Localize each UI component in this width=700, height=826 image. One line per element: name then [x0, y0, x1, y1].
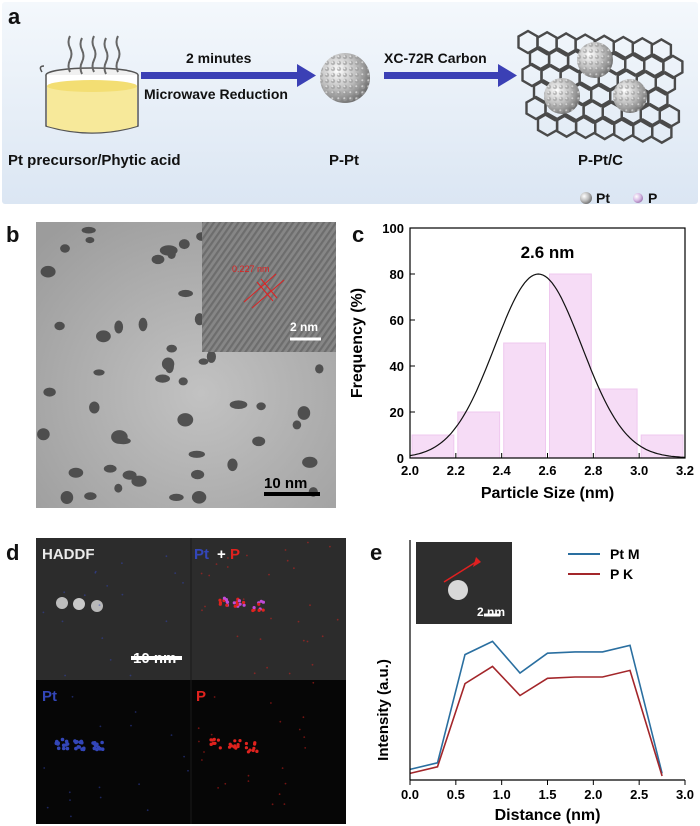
x-tick-label: 2.8: [584, 463, 602, 478]
series-line-p-k: [409, 665, 663, 777]
particle-icon: [448, 580, 468, 600]
x-axis-title: Particle Size (nm): [481, 485, 614, 502]
p-pt-label: P-Pt: [329, 152, 359, 169]
histogram-bar: [411, 434, 455, 459]
legend-p-label: P: [648, 190, 658, 206]
panel-a-schematic: [39, 29, 684, 204]
histogram-bar: [594, 388, 638, 459]
lattice-spacing-label: 0.227 nm: [232, 264, 270, 274]
x-axis-title: Distance (nm): [495, 807, 601, 824]
x-tick-label: 2.0: [401, 463, 419, 478]
panel-c-label: c: [352, 222, 365, 247]
p-pt-nanoparticle-icon: [320, 53, 370, 103]
x-tick-label: 2.2: [447, 463, 465, 478]
size-annotation: 2.6 nm: [521, 243, 575, 262]
eds-scale-label: 10 nm: [133, 650, 177, 667]
y-tick-label: 80: [390, 267, 404, 282]
hrtem-inset: [202, 222, 336, 352]
inset-scale-label: 2 nm: [290, 320, 319, 334]
overlay-p-label: P: [230, 546, 241, 563]
legend-pt-label: Pt: [596, 190, 610, 206]
scan-line-icon: [443, 561, 477, 583]
scan-arrow-icon: [473, 557, 481, 567]
legend-pt-icon: [580, 192, 592, 204]
line-scan-inset-scale-label: 2 nm: [477, 605, 506, 619]
panel-b-label: b: [6, 222, 20, 247]
x-tick-label: 2.0: [584, 787, 602, 802]
legend-label: Pt M: [610, 546, 640, 562]
panel-e-label: e: [370, 540, 383, 565]
step2-top-label: XC-72R Carbon: [384, 50, 487, 66]
histogram-bar: [457, 411, 501, 459]
series-line-pt-m: [409, 640, 663, 774]
x-tick-label: 3.2: [676, 463, 694, 478]
legend-label: P K: [610, 566, 633, 582]
x-tick-label: 0.5: [447, 787, 465, 802]
histogram-bar: [503, 342, 546, 459]
y-tick-label: 0: [397, 451, 404, 466]
supported-nanoparticles-icon: [544, 42, 647, 114]
haddf-label: HADDF: [42, 546, 95, 563]
pt-map-label: Pt: [42, 688, 57, 705]
arrow-1-icon: [141, 64, 316, 87]
tem-scale-label: 10 nm: [264, 475, 308, 492]
y-axis-title: Frequency (%): [349, 288, 366, 398]
step1-bottom-label: Microwave Reduction: [144, 86, 288, 102]
line-scan-chart: 0.0 0.5 1.0 1.5 2.0 2.5 3.0 Distance (nm) Intens…: [375, 540, 694, 824]
overlay-plus-label: +: [217, 546, 226, 563]
beaker-icon: [39, 35, 139, 134]
x-tick-label: 1.0: [493, 787, 511, 802]
y-axis-title: Intensity (a.u.): [375, 659, 392, 761]
panel-d-label: d: [6, 540, 20, 565]
p-pt-c-label: P-Pt/C: [578, 152, 623, 169]
step1-top-label: 2 minutes: [186, 50, 252, 66]
precursor-label: Pt precursor/Phytic acid: [8, 152, 181, 169]
size-histogram-chart: 2.0 2.2 2.4 2.6 2.8 3.0 3.2 0 20 40 60 80 100 Particl…: [349, 221, 694, 502]
x-tick-label: 0.0: [401, 787, 419, 802]
arrow-2-icon: [384, 64, 517, 87]
y-tick-label: 100: [382, 221, 404, 236]
histogram-bar: [549, 273, 592, 459]
y-tick-label: 20: [390, 405, 404, 420]
x-tick-label: 3.0: [676, 787, 694, 802]
legend-p-icon: [633, 193, 643, 203]
x-tick-label: 2.4: [493, 463, 512, 478]
x-tick-label: 3.0: [630, 463, 648, 478]
panel-a-label: a: [8, 4, 21, 29]
overlay-pt-label: Pt: [194, 546, 209, 563]
y-tick-label: 60: [390, 313, 404, 328]
tem-image: [36, 222, 336, 508]
y-tick-label: 40: [390, 359, 404, 374]
plot-frame: [409, 227, 686, 459]
x-tick-label: 1.5: [538, 787, 556, 802]
gaussian-fit-line: [409, 273, 686, 458]
x-tick-label: 2.6: [538, 463, 556, 478]
p-map-label: P: [196, 688, 207, 705]
x-tick-label: 2.5: [630, 787, 648, 802]
eds-maps: [36, 538, 346, 824]
